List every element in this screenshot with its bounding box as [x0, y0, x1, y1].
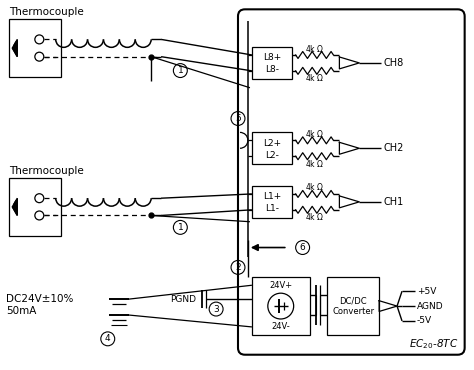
Bar: [252, 186, 292, 218]
Text: Thermocouple: Thermocouple: [9, 166, 84, 176]
Text: 4: 4: [105, 334, 110, 343]
Text: CH1: CH1: [383, 197, 403, 207]
Text: +5V: +5V: [417, 287, 436, 296]
Text: CH2: CH2: [383, 143, 403, 153]
Text: DC24V±10%
50mA: DC24V±10% 50mA: [6, 294, 74, 316]
Text: DC/DC
Converter: DC/DC Converter: [332, 296, 374, 316]
Text: L1+: L1+: [263, 192, 281, 201]
Text: 4k $\Omega$: 4k $\Omega$: [305, 181, 324, 192]
Polygon shape: [12, 39, 17, 57]
FancyBboxPatch shape: [238, 9, 465, 355]
Text: 1: 1: [177, 223, 183, 232]
Text: 1: 1: [177, 66, 183, 75]
Text: L1-: L1-: [265, 204, 279, 213]
Text: AGND: AGND: [417, 302, 444, 310]
Text: 24V+: 24V+: [269, 281, 292, 290]
Text: 6: 6: [300, 243, 305, 252]
Bar: [252, 132, 292, 164]
Text: 4k $\Omega$: 4k $\Omega$: [305, 72, 324, 83]
Text: CH8: CH8: [383, 58, 403, 68]
Text: L2-: L2-: [265, 151, 279, 160]
Bar: [252, 47, 292, 79]
Text: 3: 3: [213, 305, 219, 313]
Polygon shape: [12, 198, 17, 215]
Text: 4k $\Omega$: 4k $\Omega$: [305, 158, 324, 169]
Text: L8-: L8-: [265, 65, 279, 74]
Text: 24V-: 24V-: [272, 322, 290, 332]
Bar: [328, 277, 379, 335]
Text: L2+: L2+: [263, 139, 281, 148]
Text: L8+: L8+: [263, 53, 281, 63]
Bar: [9, 178, 61, 236]
Text: EC$_{20}$-8TC: EC$_{20}$-8TC: [410, 337, 459, 351]
Text: 2: 2: [235, 263, 241, 272]
Text: 4k $\Omega$: 4k $\Omega$: [305, 211, 324, 222]
Bar: [252, 277, 310, 335]
Text: 4k $\Omega$: 4k $\Omega$: [305, 128, 324, 139]
Text: -5V: -5V: [417, 316, 432, 326]
Bar: [9, 19, 61, 77]
Text: 4k $\Omega$: 4k $\Omega$: [305, 43, 324, 54]
Text: Thermocouple: Thermocouple: [9, 7, 84, 17]
Text: 5: 5: [235, 114, 241, 123]
Text: PGND: PGND: [170, 295, 196, 304]
